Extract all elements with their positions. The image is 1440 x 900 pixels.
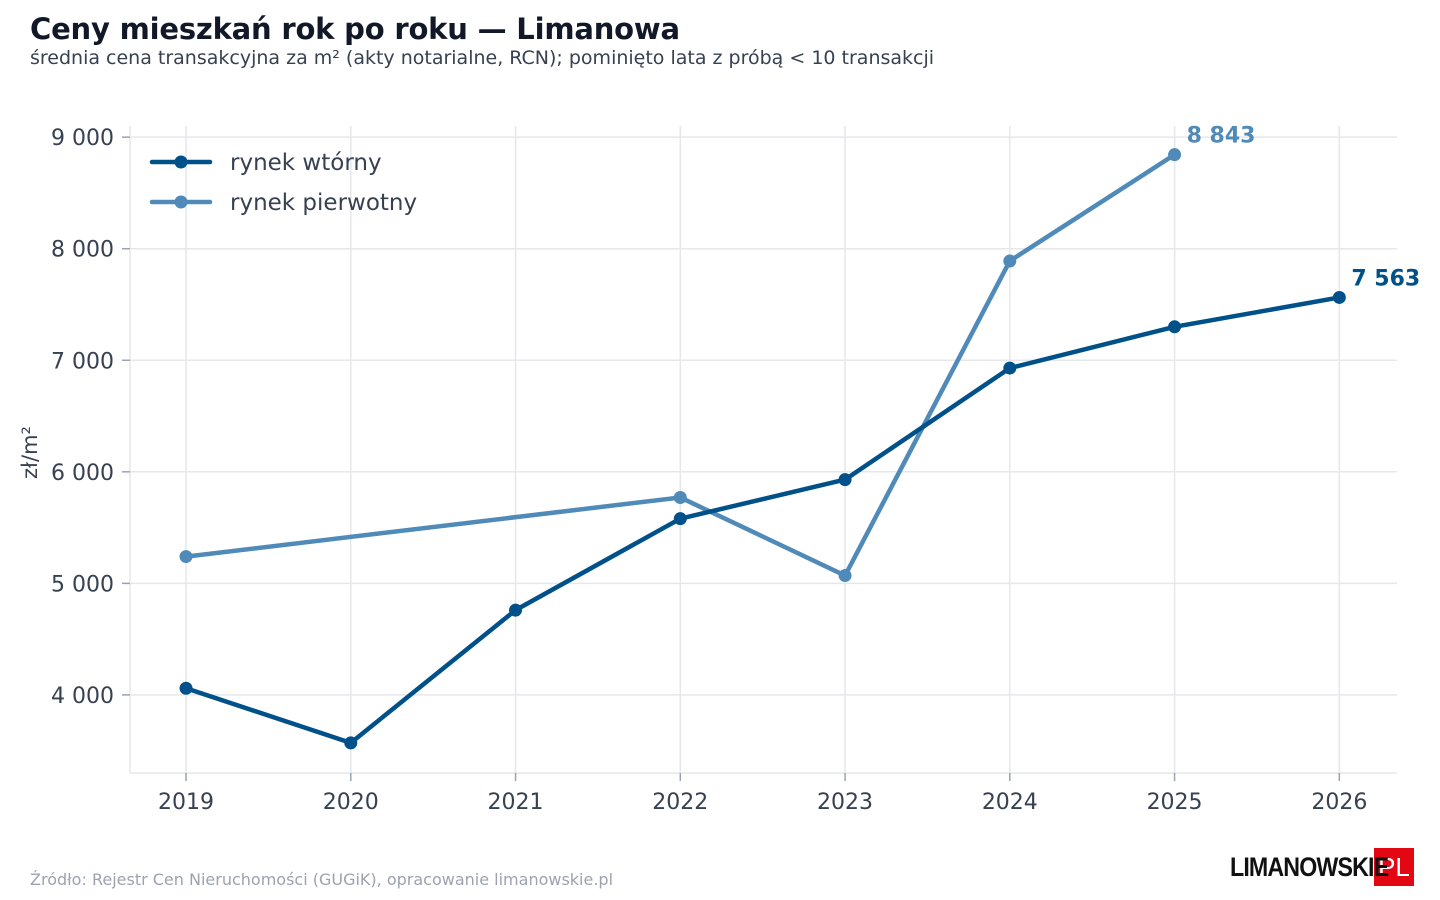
- data-point: [179, 681, 193, 695]
- end-value-label: 8 843: [1187, 124, 1256, 149]
- x-tick-label: 2021: [488, 790, 544, 815]
- x-tick-label: 2022: [652, 790, 708, 815]
- data-point: [1003, 254, 1017, 268]
- data-point: [673, 512, 687, 526]
- data-point: [673, 490, 687, 504]
- data-point: [509, 603, 523, 617]
- logo-wordmark: LIMANOWSKIE: [1230, 851, 1389, 882]
- legend: rynek wtórny rynek pierwotny: [149, 150, 417, 216]
- y-tick-label: 9 000: [51, 126, 114, 151]
- legend-swatch-marker: [174, 195, 188, 209]
- data-point: [838, 473, 852, 487]
- data-point: [838, 569, 852, 583]
- x-tick-label: 2019: [158, 790, 214, 815]
- y-axis-label: zł/m²: [18, 426, 42, 479]
- data-point: [344, 736, 358, 750]
- data-point: [1003, 361, 1017, 375]
- x-tick-label: 2023: [817, 790, 873, 815]
- axes: 4 000 5 000 6 000 7 000 8 000 9 000 2019 2020 20…: [18, 126, 1397, 815]
- x-tick-label: 2020: [323, 790, 379, 815]
- data-point: [179, 550, 193, 564]
- y-tick-label: 4 000: [51, 684, 114, 709]
- logo-pl-badge: PL: [1374, 848, 1414, 886]
- grid: [130, 126, 1397, 773]
- x-tick-label: 2025: [1147, 790, 1203, 815]
- legend-label: rynek pierwotny: [230, 190, 417, 216]
- y-tick-label: 6 000: [51, 461, 114, 486]
- data-point: [1168, 320, 1182, 334]
- data-point: [1168, 148, 1182, 162]
- y-tick-label: 7 000: [51, 349, 114, 374]
- data-point: [1332, 290, 1346, 304]
- x-tick-label: 2024: [982, 790, 1038, 815]
- x-tick-label: 2026: [1311, 790, 1367, 815]
- y-tick-label: 8 000: [51, 238, 114, 263]
- end-value-label: 7 563: [1351, 266, 1420, 291]
- chart-subtitle: średnia cena transakcyjna za m² (akty no…: [30, 47, 935, 69]
- legend-label: rynek wtórny: [230, 150, 382, 176]
- legend-swatch-marker: [174, 155, 188, 169]
- series-line-rynek-wtorny: [183, 295, 1342, 746]
- series: 8 843 7 563: [179, 124, 1420, 750]
- chart-title: Ceny mieszkań rok po roku — Limanowa: [30, 12, 680, 46]
- source-note: Źródło: Rejestr Cen Nieruchomości (GUGiK…: [30, 870, 614, 889]
- y-tick-label: 5 000: [51, 572, 114, 597]
- brand-logo: LIMANOWSKIE PL: [1230, 848, 1414, 886]
